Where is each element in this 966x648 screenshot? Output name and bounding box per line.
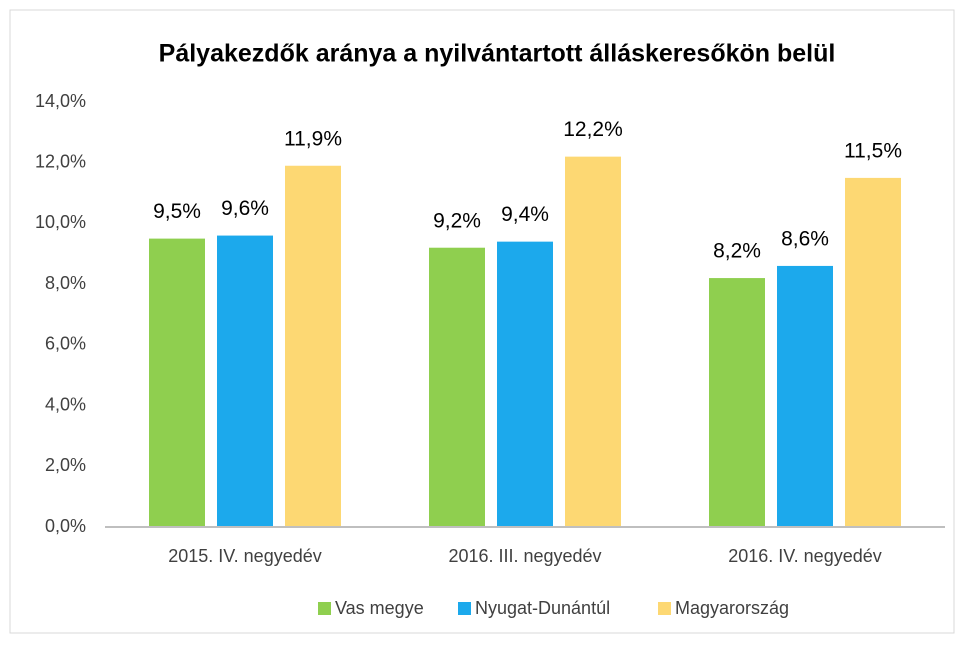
legend-label: Vas megye (335, 598, 424, 618)
y-tick-label: 12,0% (35, 151, 86, 171)
legend-swatch (458, 602, 471, 615)
bar (217, 235, 273, 528)
bar (565, 156, 621, 527)
x-tick-label: 2016. IV. negyedév (728, 546, 881, 566)
x-tick-label: 2016. III. negyedév (448, 546, 601, 566)
data-label: 11,5% (844, 139, 902, 162)
legend-swatch (658, 602, 671, 615)
chart-title: Pályakezdők aránya a nyilvántartott állá… (159, 40, 836, 68)
y-tick-label: 8,0% (45, 273, 86, 293)
data-label: 11,9% (284, 127, 342, 150)
data-label: 9,5% (153, 200, 201, 223)
x-tick-label: 2015. IV. negyedév (168, 546, 321, 566)
y-tick-label: 0,0% (45, 516, 86, 536)
bar (429, 247, 485, 527)
bar (777, 265, 833, 527)
y-tick-label: 4,0% (45, 394, 86, 414)
y-tick-label: 14,0% (35, 91, 86, 111)
data-label: 8,2% (713, 240, 761, 263)
data-label: 9,4% (501, 203, 549, 226)
y-tick-label: 6,0% (45, 334, 86, 354)
legend-label: Nyugat-Dunántúl (475, 598, 610, 618)
data-label: 12,2% (563, 118, 623, 141)
bar (149, 238, 205, 527)
bar (845, 177, 901, 527)
bar (497, 241, 553, 527)
y-tick-label: 2,0% (45, 455, 86, 475)
data-label: 9,2% (433, 209, 481, 232)
legend-swatch (318, 602, 331, 615)
data-label: 8,6% (781, 227, 829, 250)
data-label: 9,6% (221, 197, 269, 220)
bar (709, 278, 765, 527)
legend-label: Magyarország (675, 598, 789, 618)
bar (285, 165, 341, 527)
y-tick-label: 10,0% (35, 212, 86, 232)
